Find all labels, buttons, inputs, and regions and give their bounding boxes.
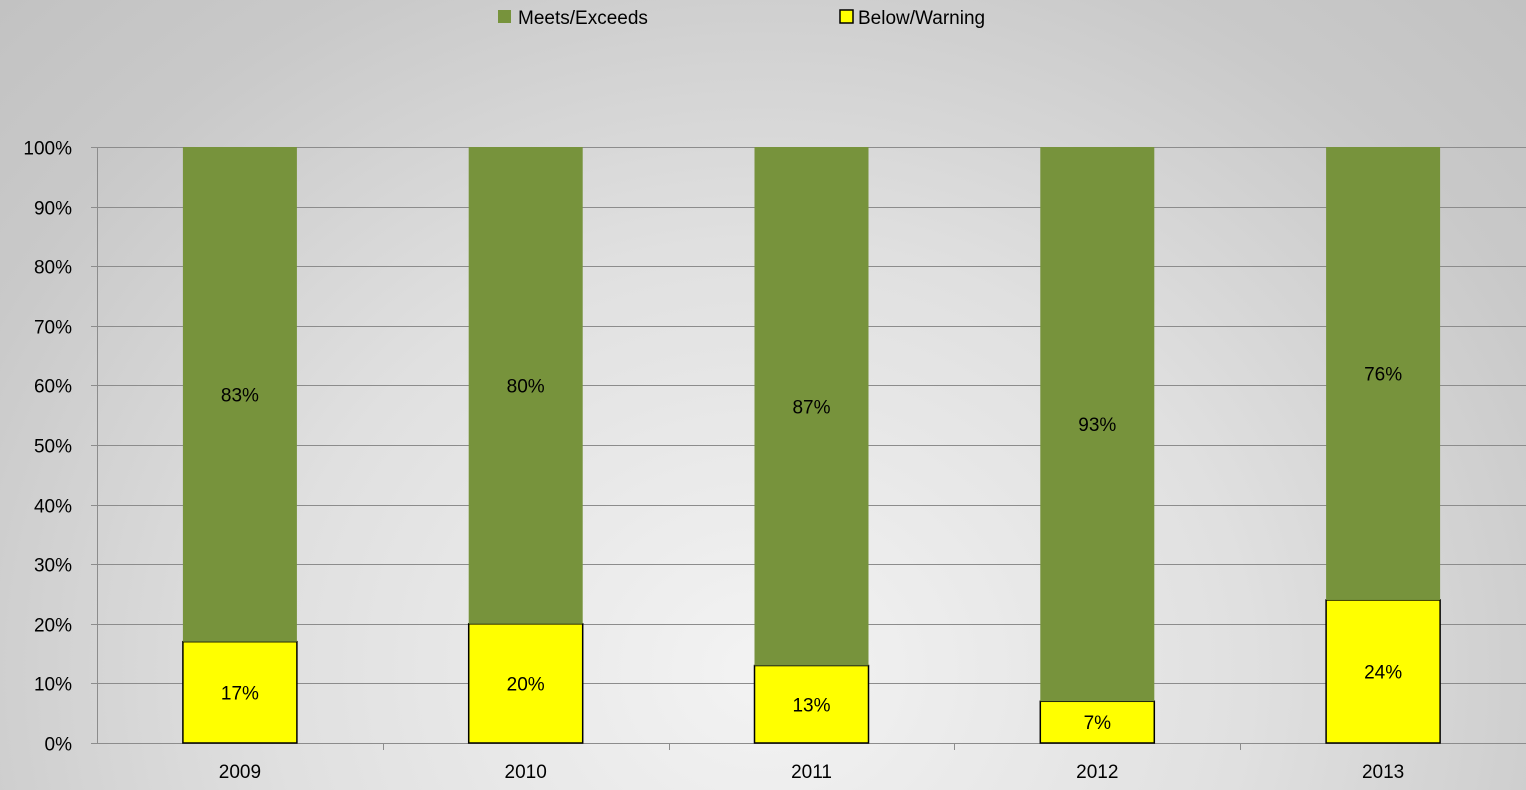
x-tick-label: 2010 <box>505 762 547 783</box>
y-tick-label: 60% <box>34 377 72 398</box>
data-label-below-warning: 20% <box>507 674 545 695</box>
data-label-meets-exceeds: 83% <box>221 385 259 406</box>
legend-label: Below/Warning <box>858 8 985 29</box>
bar-below-warning <box>182 640 298 744</box>
data-label-below-warning: 13% <box>792 695 830 716</box>
data-label-meets-exceeds: 76% <box>1364 364 1402 385</box>
x-tick-label: 2013 <box>1362 762 1404 783</box>
bar-meets-exceeds <box>1326 147 1441 600</box>
data-label-below-warning: 7% <box>1084 713 1112 734</box>
y-tick-label: 90% <box>34 199 72 220</box>
legend-swatch <box>839 9 854 24</box>
data-label-meets-exceeds: 80% <box>507 376 545 397</box>
x-tick-label: 2011 <box>791 762 832 783</box>
y-tick-label: 30% <box>34 556 72 577</box>
bar-meets-exceeds <box>1040 147 1155 702</box>
bar-below-warning <box>467 623 584 744</box>
y-tick-label: 20% <box>34 616 72 637</box>
x-tick-label: 2012 <box>1076 762 1118 783</box>
bar-meets-exceeds <box>754 147 869 666</box>
y-tick-label: 10% <box>34 675 72 696</box>
bar-below-warning <box>1039 700 1156 744</box>
bar-below-warning <box>1325 599 1441 744</box>
data-label-meets-exceeds: 87% <box>792 397 830 418</box>
legend-swatch <box>498 10 511 23</box>
bar-meets-exceeds <box>468 147 583 624</box>
data-label-meets-exceeds: 93% <box>1078 415 1116 436</box>
bar-below-warning <box>753 664 870 744</box>
data-label-below-warning: 17% <box>221 683 259 704</box>
data-label-below-warning: 24% <box>1364 662 1402 683</box>
bar-meets-exceeds <box>182 147 297 642</box>
y-tick-label: 0% <box>45 735 73 756</box>
y-tick-label: 80% <box>34 258 72 279</box>
x-tick-label: 2009 <box>219 762 261 783</box>
legend-label: Meets/Exceeds <box>518 8 648 29</box>
y-tick-label: 50% <box>34 437 72 458</box>
y-tick-label: 40% <box>34 497 72 518</box>
y-tick-label: 100% <box>23 139 72 160</box>
y-tick-label: 70% <box>34 318 72 339</box>
